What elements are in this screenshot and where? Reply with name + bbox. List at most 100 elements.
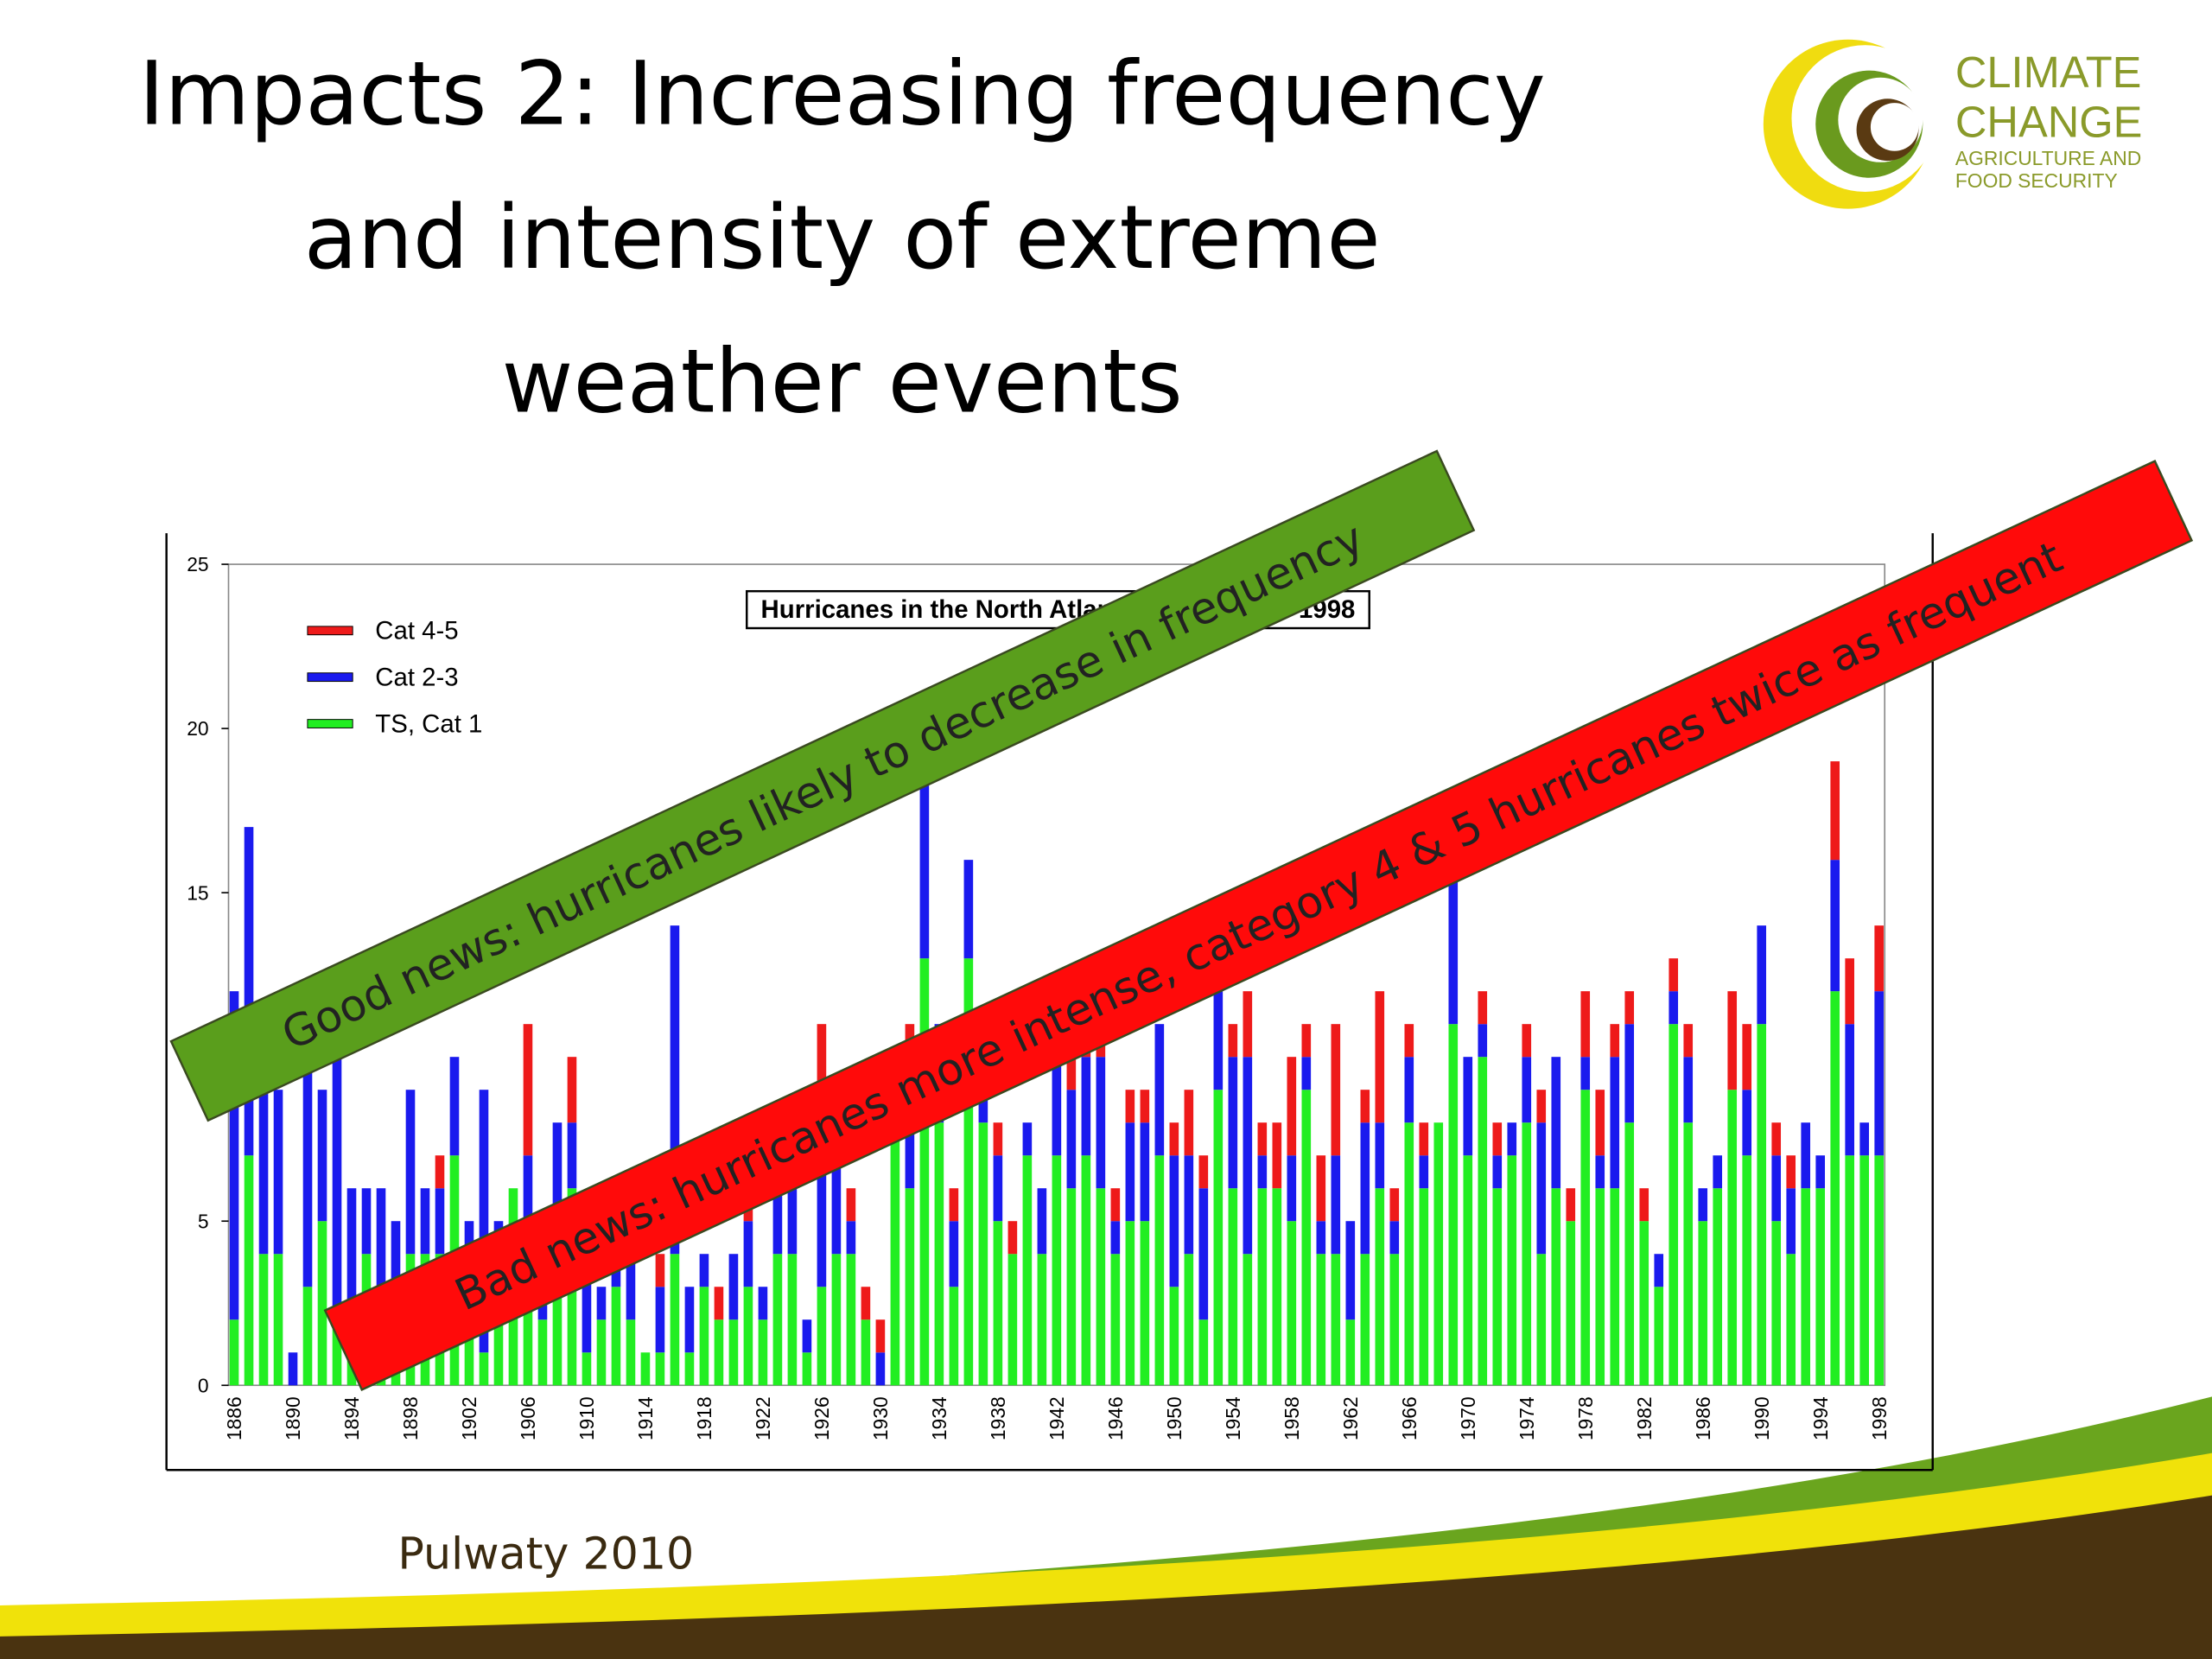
bar-segment bbox=[1448, 794, 1459, 1025]
bar-segment bbox=[978, 1090, 988, 1123]
bar-segment bbox=[1492, 1188, 1503, 1386]
bar-segment bbox=[919, 728, 930, 959]
bar-segment bbox=[376, 1188, 386, 1320]
y-tick-label: 20 bbox=[187, 717, 208, 740]
x-tick-label: 1934 bbox=[928, 1396, 950, 1440]
bar-segment bbox=[611, 1287, 621, 1386]
bar-segment bbox=[714, 1319, 724, 1386]
bar-segment bbox=[1801, 1122, 1811, 1189]
bar-segment bbox=[1066, 1188, 1077, 1386]
x-tick-label: 1966 bbox=[1398, 1396, 1421, 1440]
bar-segment bbox=[1610, 1024, 1620, 1058]
bar-segment bbox=[1110, 1188, 1121, 1222]
chart: 0510152025188618901894189819021906191019… bbox=[165, 533, 1934, 1471]
bar-segment bbox=[1713, 1155, 1723, 1189]
bar-segment bbox=[1257, 1188, 1268, 1386]
x-tick-label: 1910 bbox=[575, 1396, 598, 1440]
x-tick-label: 1986 bbox=[1692, 1396, 1714, 1440]
bar-segment bbox=[1345, 1319, 1356, 1386]
bar-segment bbox=[273, 1254, 283, 1386]
bar-segment bbox=[1683, 1024, 1694, 1058]
bar-segment bbox=[846, 1221, 856, 1255]
bar-segment bbox=[714, 1287, 724, 1320]
bar-segment bbox=[1595, 1090, 1605, 1156]
bar-segment bbox=[963, 860, 974, 959]
bar-segment bbox=[258, 1254, 269, 1386]
bar-segment bbox=[1096, 1057, 1106, 1189]
x-tick-label: 1898 bbox=[399, 1396, 422, 1440]
bar-segment bbox=[1845, 1155, 1855, 1386]
bar-segment bbox=[1125, 1090, 1135, 1123]
bar-segment bbox=[772, 1254, 783, 1386]
bar-segment bbox=[1213, 991, 1224, 1090]
bar-segment bbox=[1580, 991, 1591, 1058]
bar-segment bbox=[1698, 1221, 1708, 1386]
bar-segment bbox=[684, 1352, 695, 1386]
logo-ring-cut bbox=[1870, 103, 1919, 151]
bar-segment bbox=[1742, 1090, 1752, 1156]
bar-segment bbox=[758, 1287, 768, 1320]
bar-segment bbox=[1389, 1221, 1400, 1255]
y-tick-label: 0 bbox=[198, 1374, 209, 1396]
bar-segment bbox=[993, 1221, 1003, 1386]
bar-segment bbox=[1140, 1090, 1150, 1123]
x-tick-label: 1938 bbox=[987, 1396, 1009, 1440]
x-tick-label: 1922 bbox=[752, 1396, 774, 1440]
bar-segment bbox=[1404, 1122, 1414, 1386]
bar-segment bbox=[1830, 860, 1840, 992]
bar-segment bbox=[1859, 1122, 1870, 1156]
x-tick-label: 1902 bbox=[458, 1396, 480, 1440]
bar-segment bbox=[1492, 1155, 1503, 1189]
bar-segment bbox=[1595, 1188, 1605, 1386]
bar-segment bbox=[1287, 1155, 1297, 1222]
bar-segment bbox=[1316, 1155, 1326, 1222]
bar-segment bbox=[1551, 1057, 1561, 1189]
bar-segment bbox=[1522, 1057, 1532, 1123]
bar-segment bbox=[1610, 1188, 1620, 1386]
bar-segment bbox=[1360, 1122, 1370, 1255]
bar-segment bbox=[1536, 1254, 1547, 1386]
bar-segment bbox=[479, 1352, 489, 1386]
bar-segment bbox=[302, 1287, 313, 1386]
bar-segment bbox=[949, 1221, 959, 1287]
bar-segment bbox=[391, 1221, 401, 1287]
bar-segment bbox=[1727, 1090, 1738, 1386]
bar-segment bbox=[655, 1254, 665, 1287]
bar-segment bbox=[1331, 1254, 1341, 1386]
bar-segment bbox=[1580, 1057, 1591, 1090]
bar-segment bbox=[758, 1319, 768, 1386]
bar-segment bbox=[861, 1319, 871, 1386]
bar-segment bbox=[1360, 1254, 1370, 1386]
bar-segment bbox=[1169, 1287, 1179, 1386]
bar-segment bbox=[699, 1254, 709, 1287]
legend-label: TS, Cat 1 bbox=[375, 709, 482, 738]
bar-segment bbox=[1830, 991, 1840, 1386]
legend-swatch bbox=[307, 719, 353, 728]
bar-segment bbox=[1081, 1155, 1091, 1386]
bar-segment bbox=[1830, 761, 1840, 861]
bar-segment bbox=[582, 1254, 592, 1353]
bar-segment bbox=[1845, 958, 1855, 1025]
bar-segment bbox=[229, 1319, 239, 1386]
x-tick-label: 1962 bbox=[1339, 1396, 1362, 1440]
bar-segment bbox=[905, 1188, 915, 1386]
bar-segment bbox=[1683, 1122, 1694, 1386]
bar-segment bbox=[1522, 1122, 1532, 1386]
bar-segment bbox=[361, 1188, 372, 1255]
bar-segment bbox=[728, 1319, 739, 1386]
bar-segment bbox=[1669, 958, 1679, 992]
bar-segment bbox=[317, 1090, 327, 1222]
bar-segment bbox=[1066, 1090, 1077, 1189]
bar-segment bbox=[537, 1319, 548, 1386]
x-tick-label: 1954 bbox=[1222, 1396, 1244, 1440]
bar-segment bbox=[1610, 1057, 1620, 1189]
x-tick-label: 1946 bbox=[1104, 1396, 1127, 1440]
bar-segment bbox=[1771, 1155, 1782, 1222]
bar-segment bbox=[229, 991, 239, 1320]
x-tick-label: 1982 bbox=[1633, 1396, 1656, 1440]
x-tick-label: 1890 bbox=[282, 1396, 304, 1440]
legend-swatch bbox=[307, 626, 353, 636]
bar-segment bbox=[1007, 1254, 1018, 1386]
x-tick-label: 1894 bbox=[340, 1396, 363, 1440]
logo-mark bbox=[1763, 39, 1939, 209]
